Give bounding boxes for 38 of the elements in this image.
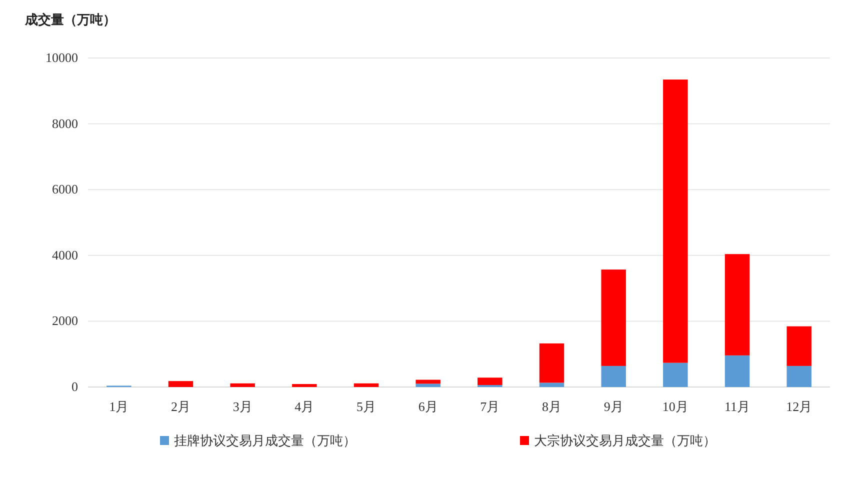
bar bbox=[539, 343, 564, 383]
bar bbox=[354, 383, 379, 387]
bar bbox=[663, 362, 688, 387]
bar bbox=[168, 381, 194, 387]
y-tick-label: 4000 bbox=[52, 247, 78, 262]
bar bbox=[663, 80, 688, 363]
bar bbox=[724, 254, 750, 356]
bar bbox=[230, 383, 255, 387]
y-tick-label: 10000 bbox=[46, 50, 78, 65]
x-tick-label: 3月 bbox=[232, 399, 252, 414]
x-tick-label: 4月 bbox=[294, 399, 314, 414]
legend-label: 挂牌协议交易月成交量（万吨） bbox=[174, 433, 356, 448]
x-tick-label: 9月 bbox=[604, 399, 624, 414]
y-tick-label: 6000 bbox=[52, 182, 78, 197]
bar bbox=[539, 382, 564, 387]
x-tick-label: 2月 bbox=[171, 399, 190, 414]
y-tick-label: 0 bbox=[72, 379, 78, 394]
bar bbox=[786, 326, 812, 366]
x-tick-label: 8月 bbox=[542, 399, 562, 414]
x-tick-label: 11月 bbox=[724, 399, 750, 414]
y-axis-title: 成交量（万吨） bbox=[24, 12, 116, 27]
bar bbox=[416, 380, 440, 384]
y-tick-label: 8000 bbox=[52, 116, 78, 131]
x-tick-label: 10月 bbox=[662, 399, 688, 414]
x-tick-label: 12月 bbox=[786, 399, 812, 414]
bar bbox=[292, 384, 317, 387]
bar bbox=[601, 366, 626, 387]
bar bbox=[724, 355, 750, 387]
x-tick-label: 6月 bbox=[418, 399, 438, 414]
y-tick-label: 2000 bbox=[52, 313, 78, 328]
bar bbox=[478, 378, 502, 386]
x-tick-label: 7月 bbox=[480, 399, 500, 414]
bar bbox=[601, 270, 626, 366]
x-tick-label: 5月 bbox=[356, 399, 376, 414]
bar bbox=[786, 366, 812, 387]
legend-label: 大宗协议交易月成交量（万吨） bbox=[534, 433, 716, 448]
bar bbox=[416, 384, 440, 387]
x-tick-label: 1月 bbox=[109, 399, 129, 414]
